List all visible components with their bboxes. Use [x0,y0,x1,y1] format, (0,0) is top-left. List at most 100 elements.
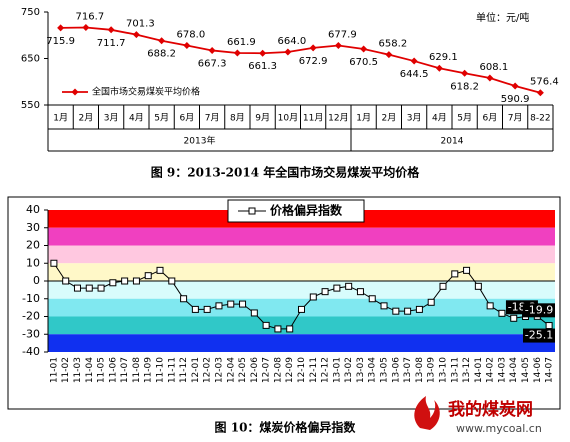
x-tick-label: 13-05 [380,357,390,383]
data-label: 644.5 [400,69,429,80]
y-tick-label: 0 [33,274,40,287]
x-tick-label: 13-08 [415,357,425,383]
y-tick-label: 650 [21,54,40,65]
marker [180,295,188,303]
data-label: 576.4 [530,77,559,88]
marker [356,288,364,296]
marker [156,266,164,274]
marker [57,24,65,32]
data-label: 688.2 [147,49,176,60]
marker [404,307,412,315]
data-label: 608.1 [480,62,509,73]
group-label: 2014 [441,137,464,147]
x-tick-label: 12-12 [321,357,331,383]
data-label-bg [523,328,555,343]
y-tick-label: -20 [22,310,40,323]
x-tick-label: 11-07 [120,357,130,383]
x-tick-label: 11-09 [144,357,154,383]
data-label: -25.1 [525,329,553,342]
marker [233,49,241,57]
x-tick-label: 10月 [278,113,298,124]
marker [486,74,494,82]
series-line [60,26,541,94]
caption: 图 10：煤炭价格偏异指数 [215,420,357,435]
x-tick-label: 14-06 [533,357,543,383]
marker [158,37,166,45]
x-tick-label: 11-04 [85,357,95,383]
band [48,245,555,264]
x-tick-label: 11-02 [61,357,71,383]
x-tick-label: 11-01 [49,357,59,383]
y-tick-label: 40 [26,203,40,216]
group-label: 2013年 [184,135,216,147]
x-tick-label: 12-07 [262,357,272,383]
marker [259,49,267,57]
x-tick-label: 7月 [205,113,220,124]
x-tick-label: 11-03 [73,357,83,383]
x-tick-label: 13-10 [438,357,448,383]
marker [248,207,256,215]
data-label: 661.9 [227,37,256,48]
marker [82,23,90,31]
marker [321,288,329,296]
x-tick-label: 3月 [104,113,119,124]
x-tick-label: 4月 [129,113,144,124]
data-label-bg [523,303,555,318]
marker [168,277,176,285]
data-label: 661.3 [248,61,277,72]
x-tick-label: 12月 [328,113,348,124]
marker [333,284,341,292]
marker [203,305,211,313]
x-tick-label: 9月 [255,113,270,124]
y-tick-label: 550 [21,100,40,111]
x-tick-label: 2月 [79,113,94,124]
marker [85,284,93,292]
x-tick-label: 3月 [407,113,422,124]
marker [274,325,282,333]
marker [511,82,519,90]
marker [380,302,388,310]
x-tick-label: 14-02 [486,357,496,383]
x-tick-label: 13-04 [368,357,378,383]
x-tick-label: 12-08 [273,357,283,383]
band [48,316,555,335]
y-tick-label: 750 [21,7,40,18]
x-tick-label: 1月 [53,113,68,124]
band [48,227,555,246]
marker [486,302,494,310]
data-label: 658.2 [379,39,408,50]
x-tick-label: 11-06 [108,357,118,383]
x-tick-label: 12-06 [250,357,260,383]
x-tick-label: 14-05 [521,357,531,383]
unit-label: 单位：元/吨 [476,11,529,24]
marker [262,321,270,329]
x-tick-label: 12-01 [191,357,201,383]
x-tick-label: 12-11 [309,357,319,383]
marker [50,259,58,267]
y-tick-label: -10 [22,292,40,305]
band [48,263,555,281]
marker [298,305,305,313]
data-label: 711.7 [97,38,126,49]
x-tick-label: 11月 [303,113,323,124]
marker [97,284,105,292]
x-tick-label: 8-22 [530,114,550,124]
logo [414,396,440,430]
marker [461,69,469,77]
marker [132,277,140,285]
x-tick-label: 14-03 [497,357,507,383]
data-label: -19.9 [525,303,553,316]
marker [286,325,294,333]
marker [439,282,447,290]
watermark-name: 我的煤炭网 [448,399,533,420]
chart-frame [7,196,561,410]
marker [368,295,376,303]
y-tick-label: -30 [22,327,40,340]
data-label: 716.7 [76,11,105,22]
x-tick-label: 12-09 [285,357,295,383]
marker [121,277,129,285]
marker [463,266,471,274]
x-tick-label: 12-05 [238,357,248,383]
y-tick-label: 10 [26,256,40,269]
